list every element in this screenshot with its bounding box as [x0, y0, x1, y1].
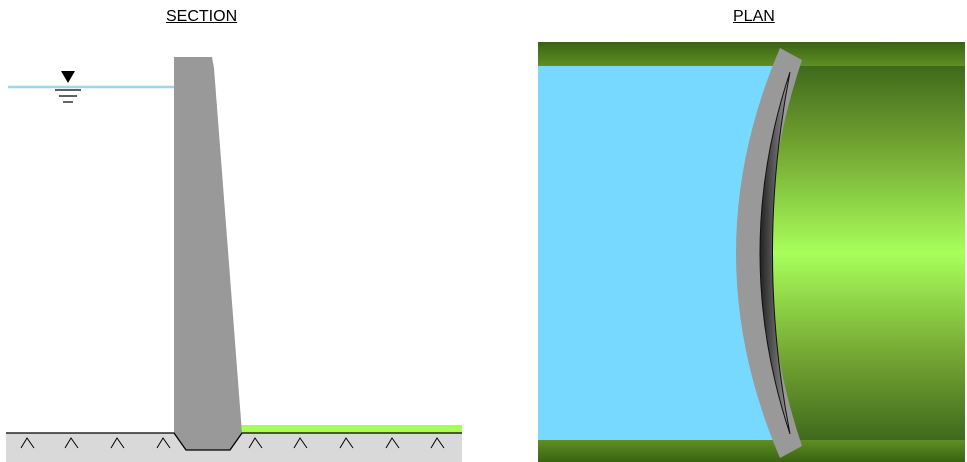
- dam-section: [174, 57, 242, 450]
- bottom-bank: [538, 440, 965, 462]
- downstream-channel: [762, 66, 965, 440]
- plan-view: [538, 42, 965, 462]
- downstream-grass: [241, 425, 462, 433]
- section-title: SECTION: [166, 8, 238, 25]
- section-view: [6, 57, 462, 462]
- arch-dam-shadow: [759, 71, 791, 435]
- ground-line: [6, 432, 462, 451]
- reservoir-water: [538, 66, 781, 440]
- ground-hatch: [20, 437, 445, 449]
- top-bank: [538, 42, 965, 66]
- water-level-symbol: [55, 71, 81, 103]
- plan-title: PLAN: [733, 8, 775, 25]
